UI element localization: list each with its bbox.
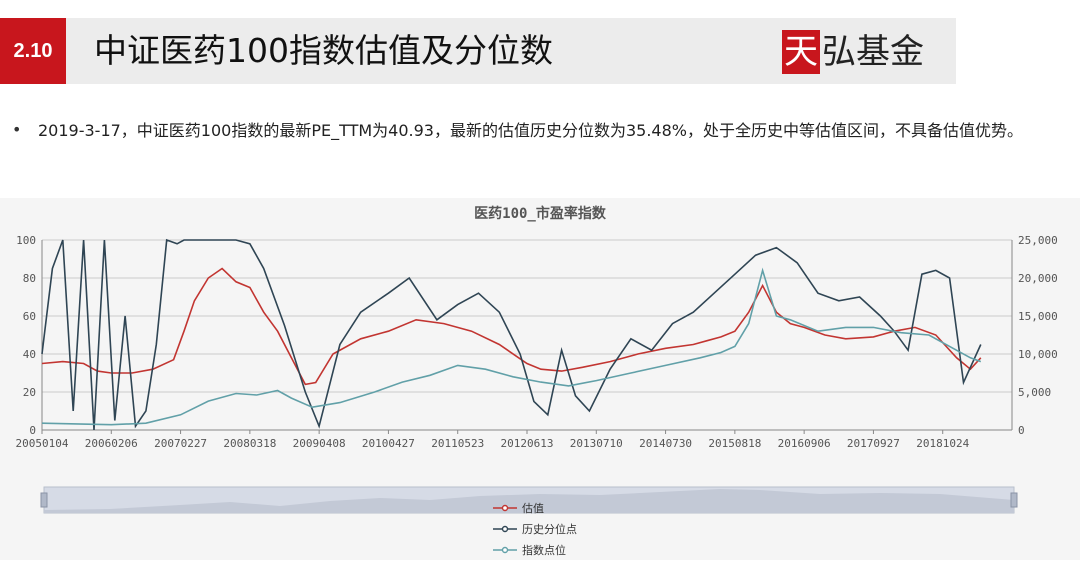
y-left-tick-label: 100 (16, 234, 36, 247)
x-tick-label: 20080318 (223, 437, 276, 450)
y-left-tick-label: 40 (23, 348, 36, 361)
legend-marker-icon (501, 546, 509, 554)
legend-item[interactable]: 历史分位点 (493, 522, 577, 536)
y-right-tick-label: 10,000 (1018, 348, 1058, 361)
series-line (41, 267, 982, 386)
legend-marker-icon (501, 525, 509, 533)
zoom-handle-right[interactable] (1010, 492, 1018, 508)
chart-title: 医药100_市盈率指数 (474, 205, 607, 222)
x-tick-label: 20160906 (778, 437, 831, 450)
x-tick-label: 20140730 (639, 437, 692, 450)
page-title: 中证医药100指数估值及分位数 (94, 31, 553, 70)
logo-mark: 天 (782, 30, 820, 74)
x-tick-label: 20070227 (154, 437, 207, 450)
y-axis-left: 0 20 40 60 80 100 (16, 234, 36, 437)
x-tick-label: 20150818 (708, 437, 761, 450)
legend-label: 指数点位 (522, 543, 566, 557)
x-tick-label: 20050104 (16, 437, 69, 450)
y-left-tick-label: 60 (23, 310, 36, 323)
y-right-tick-label: 20,000 (1018, 272, 1058, 285)
y-left-tick-label: 20 (23, 386, 36, 399)
y-left-tick-label: 0 (29, 424, 36, 437)
y-axis-right: 0 5,000 10,000 15,000 20,000 25,000 (1018, 234, 1058, 437)
company-logo: 天 弘基金 (782, 30, 924, 74)
legend-label: 估值 (522, 502, 544, 515)
y-right-tick-label: 5,000 (1018, 386, 1051, 399)
legend-label: 历史分位点 (522, 522, 577, 536)
chart-frame: 医药100_市盈率指数 0 20 40 60 80 100 0 5,000 10,000 15,… (0, 198, 1080, 560)
zoom-preview (44, 489, 1014, 513)
zoom-handle-left[interactable] (40, 492, 48, 508)
x-axis: 20050104 20060206 20070227 20080318 20090408… (16, 430, 970, 450)
legend-item[interactable]: 估值 (493, 502, 544, 515)
summary-text: 2019-3-17，中证医药100指数的最新PE_TTM为40.93，最新的估值… (38, 121, 1023, 140)
x-tick-label: 20120613 (501, 437, 554, 450)
x-tick-label: 20090408 (293, 437, 346, 450)
legend-marker-icon (501, 504, 509, 512)
y-right-tick-label: 25,000 (1018, 234, 1058, 247)
series-line (41, 238, 982, 431)
section-number-badge: 2.10 (0, 18, 66, 84)
y-left-tick-label: 80 (23, 272, 36, 285)
x-tick-label: 20110523 (431, 437, 484, 450)
data-zoom-slider[interactable] (40, 486, 1018, 514)
legend-item[interactable]: 指数点位 (493, 543, 566, 557)
chart-series (41, 238, 982, 431)
x-tick-label: 20181024 (916, 437, 969, 450)
bullet-point-icon: • (12, 120, 22, 139)
series-line (41, 267, 982, 426)
x-tick-label: 20060206 (85, 437, 138, 450)
x-tick-label: 20130710 (570, 437, 623, 450)
x-tick-label: 20170927 (847, 437, 900, 450)
y-right-tick-label: 0 (1018, 424, 1025, 437)
y-right-tick-label: 15,000 (1018, 310, 1058, 323)
pe-chart: 医药100_市盈率指数 0 20 40 60 80 100 0 5,000 10,000 15,… (16, 205, 1058, 557)
x-tick-label: 20100427 (362, 437, 415, 450)
chart-grid (41, 239, 1013, 431)
logo-text: 弘基金 (822, 32, 924, 72)
